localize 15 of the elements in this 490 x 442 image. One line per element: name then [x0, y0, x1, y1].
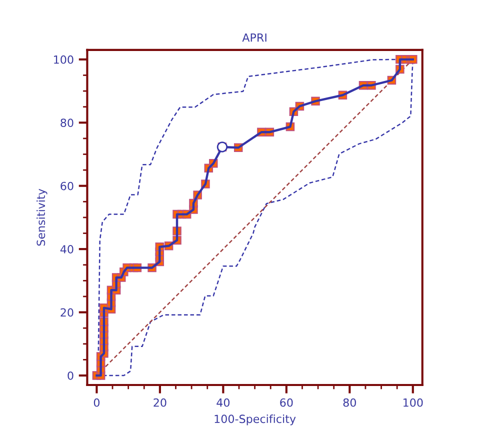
x-axis-title: 100-Specificity	[214, 414, 296, 426]
x-tick-label: 60	[280, 398, 293, 407]
x-tick-label: 20	[154, 398, 166, 407]
y-tick-label: 60	[60, 182, 74, 190]
chart-title: APRI	[242, 34, 266, 42]
x-tick-label: 0	[94, 398, 100, 407]
x-tick-label: 40	[216, 398, 230, 407]
y-tick-label: 0	[68, 371, 74, 380]
y-tick-label: 20	[60, 308, 74, 317]
y-axis-title: Sensitivity	[36, 188, 48, 246]
y-tick-label: 40	[60, 245, 74, 254]
x-tick-label: 80	[343, 398, 356, 407]
x-tick-label: 100	[404, 398, 423, 407]
y-tick-label: 100	[54, 55, 74, 64]
y-tick-label: 80	[60, 118, 74, 128]
